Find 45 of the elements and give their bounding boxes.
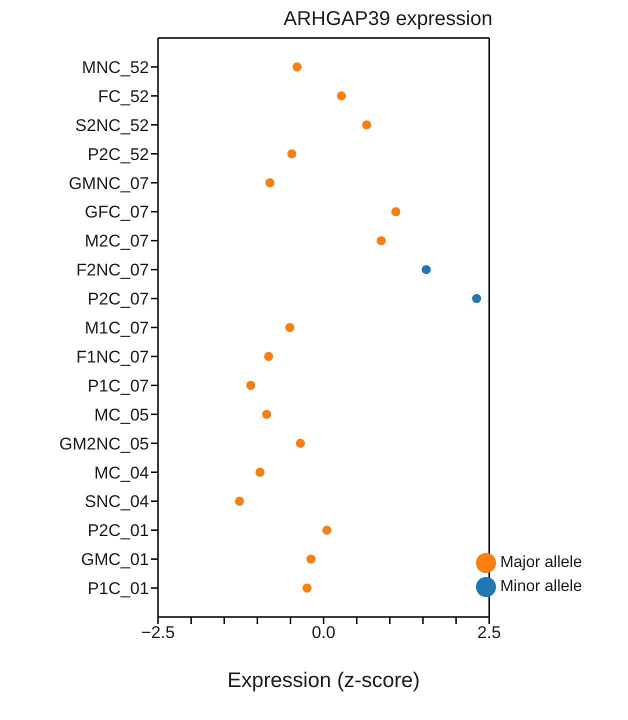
point xyxy=(306,554,316,564)
point xyxy=(264,352,274,361)
y-tick-label: P2C_52 xyxy=(88,144,149,164)
chart-title: ARHGAP39 expression xyxy=(282,8,494,31)
y-tick-label: MNC_52 xyxy=(82,58,149,77)
point xyxy=(376,236,386,246)
point xyxy=(472,294,482,304)
point xyxy=(362,120,372,130)
y-tick-label: S2NC_52 xyxy=(75,116,149,135)
y-tick-label: M2C_07 xyxy=(84,232,149,251)
x-tick-label: −2.5 xyxy=(141,623,175,642)
y-tick-label: SNC_04 xyxy=(84,492,149,512)
y-tick-label: GM2NC_05 xyxy=(59,434,149,454)
y-tick-label: P1C_07 xyxy=(88,376,149,396)
point xyxy=(292,62,302,72)
legend-label: Major allele xyxy=(500,554,582,571)
point xyxy=(234,496,244,506)
y-tick-label: FC_52 xyxy=(98,86,149,106)
point xyxy=(255,468,265,477)
point xyxy=(422,265,431,274)
y-tick-label: GMNC_07 xyxy=(68,174,149,193)
x-tick-label: 0.0 xyxy=(312,623,336,642)
y-tick-label: P2C_07 xyxy=(88,290,149,309)
y-tick-label: MC_05 xyxy=(94,405,149,424)
y-tick-label: GMC_01 xyxy=(80,550,149,570)
x-axis-title: Expression (z-score) xyxy=(227,669,420,692)
y-tick-label: P2C_01 xyxy=(88,521,149,540)
point xyxy=(265,178,274,188)
point xyxy=(262,410,272,419)
y-tick-label: MC_04 xyxy=(94,463,149,482)
point xyxy=(287,149,296,158)
y-tick-label: M1C_07 xyxy=(84,318,149,338)
x-tick-label: 2.5 xyxy=(477,623,502,642)
point xyxy=(391,207,400,216)
y-tick-label: F2NC_07 xyxy=(76,260,149,280)
point xyxy=(302,584,312,593)
y-tick-label: F1NC_07 xyxy=(76,347,149,366)
point xyxy=(285,322,294,332)
legend-label: Minor allele xyxy=(500,578,582,595)
y-tick-label: P1C_01 xyxy=(88,579,149,598)
point xyxy=(336,91,346,100)
point xyxy=(296,438,305,448)
point xyxy=(246,380,256,390)
y-tick-label: GFC_07 xyxy=(84,202,149,222)
point xyxy=(322,526,332,535)
